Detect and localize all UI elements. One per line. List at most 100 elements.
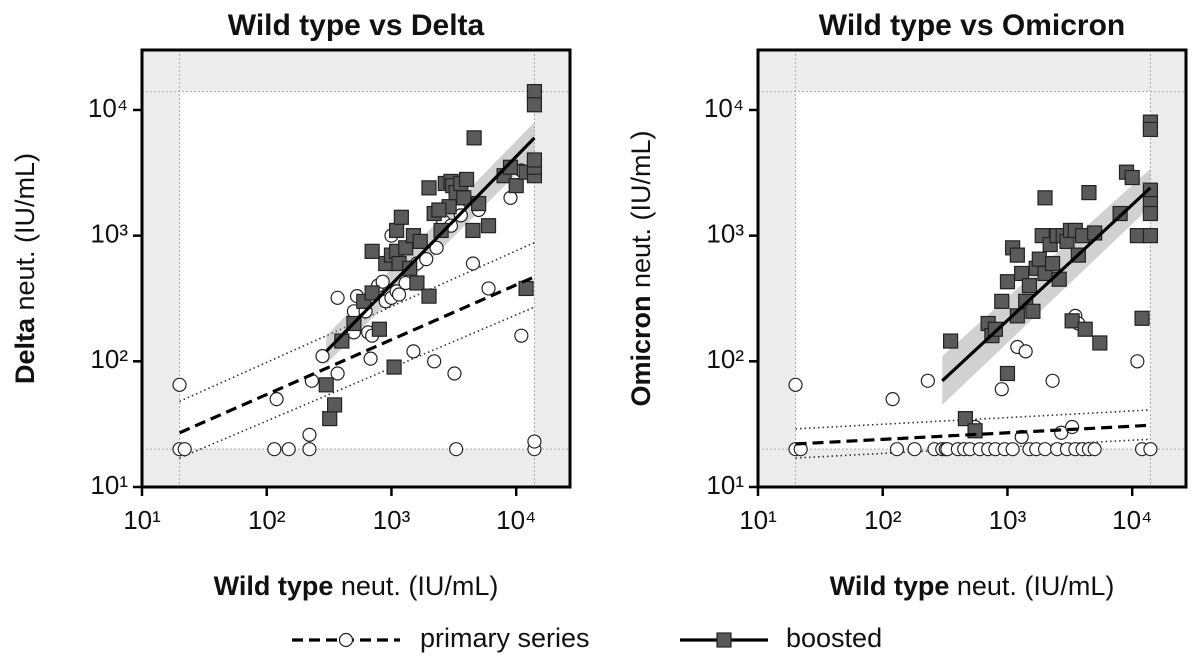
legend-label: primary series <box>420 623 590 653</box>
lod-band <box>534 50 570 487</box>
point <box>421 288 437 304</box>
panel: Wild type vs Delta 10¹ 10² 10³ 10⁴ 10¹ 10² 10³ 1… <box>10 9 572 601</box>
panel: Wild type vs Omicron 10¹ 10² 10³ 10⁴ 10¹ 10² 10… <box>626 9 1188 601</box>
point <box>1142 182 1159 198</box>
lod-band <box>142 449 570 487</box>
point <box>269 392 284 407</box>
legend-marker <box>338 632 354 648</box>
point <box>514 328 529 343</box>
y-label-text: neut. (IU/mL) <box>626 130 656 288</box>
y-tick-label: 10³ <box>90 219 128 249</box>
point <box>427 354 442 369</box>
point <box>393 209 409 225</box>
ci-line <box>179 306 535 459</box>
point <box>1092 335 1108 351</box>
point <box>449 442 464 457</box>
y-tick-label: 10⁴ <box>704 93 744 123</box>
point <box>885 392 900 407</box>
y-label-bold: Delta <box>10 317 40 384</box>
point <box>508 178 524 194</box>
point <box>1021 278 1038 294</box>
x-label-bold: Wild type <box>830 571 950 601</box>
point <box>1077 321 1093 337</box>
point <box>447 366 462 381</box>
plot-frame <box>756 48 1188 489</box>
point <box>1112 205 1128 222</box>
point <box>957 411 973 427</box>
ci-line <box>795 409 1151 430</box>
point <box>1134 310 1150 326</box>
x-tick-label: 10⁴ <box>496 505 536 535</box>
lod-band <box>142 50 180 487</box>
plot-area <box>142 50 570 487</box>
x-tick-label: 10¹ <box>739 505 777 535</box>
x-axis-label: Wild type neut. (IU/mL) <box>214 571 499 601</box>
point <box>1018 344 1033 359</box>
x-tick-label: 10² <box>864 505 902 535</box>
legend-label: boosted <box>786 623 882 653</box>
point <box>302 442 317 457</box>
point <box>433 222 449 239</box>
point <box>402 260 418 276</box>
point <box>1130 354 1145 369</box>
point <box>456 190 472 206</box>
x-tick-label: 10³ <box>989 505 1027 535</box>
point <box>999 274 1016 290</box>
x-label-bold: Wild type <box>214 571 334 601</box>
point <box>1037 190 1053 206</box>
point <box>406 344 421 359</box>
fit-line <box>325 136 536 353</box>
point <box>518 280 534 297</box>
chart-title: Wild type vs Omicron <box>819 9 1125 42</box>
point <box>419 252 434 267</box>
point <box>1142 205 1159 222</box>
y-label-bold: Omicron <box>626 296 656 407</box>
point <box>1031 251 1047 267</box>
point <box>421 180 437 196</box>
y-tick-label: 10¹ <box>706 470 744 500</box>
point <box>503 190 518 205</box>
fit-line <box>795 423 1151 446</box>
legend-marker <box>716 632 732 648</box>
chart-title: Wild type vs Delta <box>228 9 485 42</box>
x-label-text: neut. (IU/mL) <box>957 571 1115 601</box>
point <box>1005 442 1020 457</box>
point <box>364 243 380 259</box>
point <box>907 442 922 457</box>
y-axis-label: Omicron neut. (IU/mL) <box>626 130 656 406</box>
fit-line <box>941 186 1152 382</box>
y-tick-label: 10³ <box>706 219 744 249</box>
lod-band <box>142 50 570 92</box>
point <box>1081 185 1097 201</box>
point <box>465 256 481 271</box>
point <box>1142 228 1159 244</box>
point <box>788 377 803 392</box>
point <box>391 287 407 302</box>
y-tick-label: 10² <box>90 344 128 374</box>
plot-area <box>758 50 1186 487</box>
fit-line <box>178 275 536 435</box>
y-tick-label: 10² <box>706 344 744 374</box>
point <box>1065 419 1080 435</box>
point <box>371 321 387 337</box>
point <box>302 427 317 442</box>
y-axis-label: Delta neut. (IU/mL) <box>10 153 40 384</box>
point <box>318 377 334 393</box>
lod-band <box>758 50 796 487</box>
point <box>999 365 1016 382</box>
plot-frame <box>140 48 572 489</box>
point <box>172 377 187 392</box>
legend: primary series boosted <box>292 623 882 653</box>
point <box>465 222 481 239</box>
point <box>1143 442 1158 457</box>
y-tick-label: 10⁴ <box>88 93 128 123</box>
point <box>386 359 402 375</box>
point <box>1064 313 1080 329</box>
point <box>330 290 345 305</box>
point <box>889 442 905 457</box>
point <box>267 442 282 457</box>
point <box>1142 121 1159 138</box>
point <box>1129 228 1145 244</box>
point <box>526 97 543 113</box>
